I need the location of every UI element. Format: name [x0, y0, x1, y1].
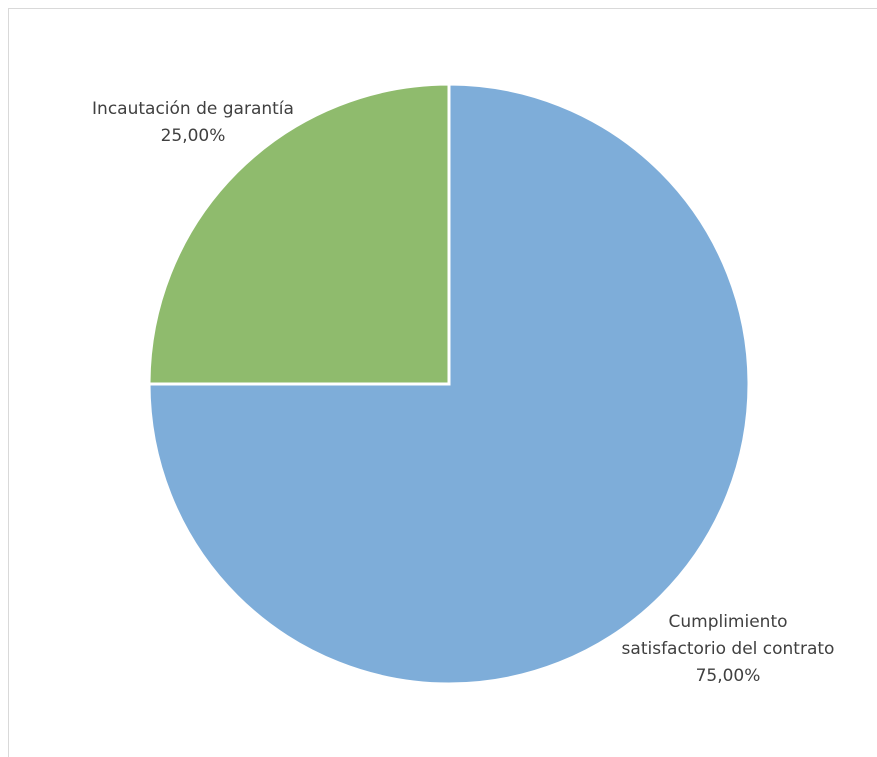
slice-label-incautacion-value: 25,00% — [160, 126, 226, 146]
pie-slice-incautacion — [147, 82, 451, 386]
chart-border-top — [8, 8, 877, 9]
slice-label-incautacion-name: Incautación de garantía — [92, 99, 294, 119]
pie-slice-cumplimiento — [147, 82, 751, 686]
slice-label-incautacion: Incautación de garantía 25,00% — [70, 96, 316, 150]
slice-label-cumplimiento: Cumplimiento satisfactorio del contrato … — [598, 609, 858, 690]
slice-label-cumplimiento-value: 75,00% — [695, 666, 761, 686]
chart-border-left — [8, 8, 9, 757]
slice-label-cumplimiento-name-line2: satisfactorio del contrato — [621, 639, 835, 659]
slice-label-cumplimiento-name-line1: Cumplimiento — [668, 612, 788, 632]
